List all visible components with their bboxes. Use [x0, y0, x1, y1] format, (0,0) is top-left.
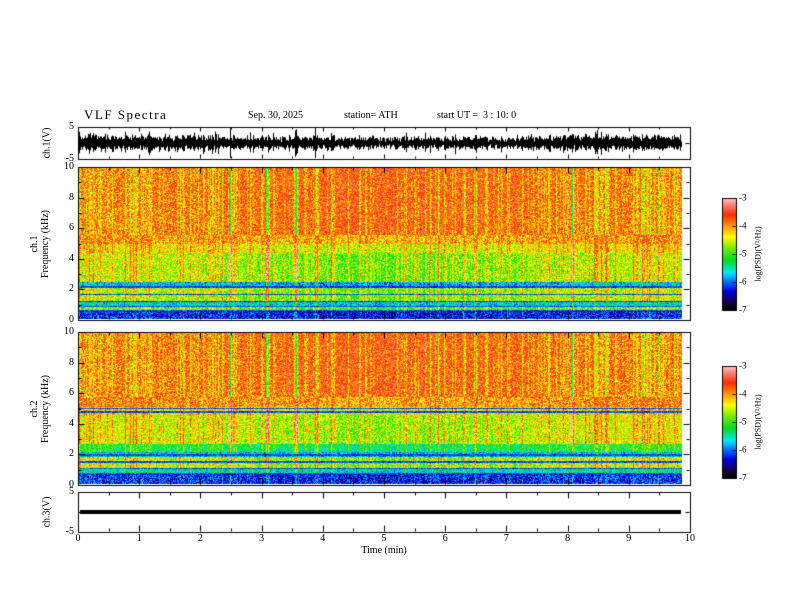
ch2-frequency-axis-label-line2: Frequency (kHz): [40, 374, 51, 444]
frequency-tick-label: 4: [69, 252, 74, 264]
colorbar1-psd-label: log(PSD)(V²/Hz): [753, 226, 763, 282]
figure-title: VLF Spectra: [84, 107, 168, 122]
voltage-tick-label: -5: [65, 153, 74, 164]
x-tick-label: 2: [197, 533, 203, 544]
ch2-frequency-axis-label: ch.2 Frequency (kHz): [29, 375, 51, 443]
x-tick-label: 10: [685, 533, 695, 544]
x-tick-label: 5: [381, 533, 387, 544]
start-ut-label: start UT = 3 : 10: 0: [437, 110, 517, 121]
ch2-frequency-axis-label-line1: ch.2: [29, 400, 40, 418]
x-tick-label: 1: [136, 533, 142, 544]
colorbar-tick-label: -5: [739, 416, 747, 427]
colorbar-tick-label: -3: [739, 192, 747, 203]
frequency-tick-label: 4: [69, 417, 74, 429]
frequency-tick-label: 8: [69, 191, 74, 203]
frequency-tick-label: 6: [69, 387, 74, 399]
voltage-tick-label: 5: [69, 121, 74, 132]
frequency-tick-label: 2: [69, 448, 74, 460]
colorbar-tick-label: -3: [739, 360, 747, 371]
ch1-frequency-axis-label: ch.1 Frequency (kHz): [29, 210, 51, 278]
colorbar-tick-label: -5: [739, 248, 747, 259]
x-tick-label: 8: [565, 533, 571, 544]
time-axis-label: Time (min): [361, 545, 407, 556]
colorbar-tick-label: -7: [739, 472, 747, 483]
x-tick-label: 7: [503, 533, 509, 544]
x-tick-label: 0: [75, 533, 81, 544]
frequency-tick-label: 6: [69, 222, 74, 234]
colorbar-tick-label: -7: [739, 304, 747, 315]
x-tick-label: 6: [442, 533, 448, 544]
frequency-tick-label: 0: [69, 479, 74, 490]
frequency-tick-label: 10: [64, 326, 74, 337]
colorbar-tick-label: -6: [739, 276, 747, 287]
ch1-frequency-axis-label-line2: Frequency (kHz): [40, 209, 51, 279]
colorbar-tick-label: -6: [739, 444, 747, 455]
frequency-tick-label: 10: [64, 161, 74, 172]
frequency-tick-label: 0: [69, 314, 74, 325]
x-tick-label: 3: [259, 533, 265, 544]
x-tick-label: 4: [320, 533, 326, 544]
ch3-voltage-axis-label: ch.3(V): [41, 496, 53, 528]
frequency-tick-label: 8: [69, 356, 74, 368]
colorbar2-psd-label: log(PSD)(V²/Hz): [753, 394, 763, 450]
date-label: Sep. 30, 2025: [248, 110, 303, 121]
colorbar-tick-label: -4: [739, 220, 747, 231]
voltage-tick-label: -5: [65, 526, 74, 537]
ch1-frequency-axis-label-line1: ch.1: [29, 235, 40, 253]
voltage-tick-label: 5: [69, 486, 74, 497]
ch1-voltage-axis-label: ch.1(V): [41, 127, 53, 159]
frequency-tick-label: 2: [69, 283, 74, 295]
station-label: station= ATH: [344, 110, 398, 121]
x-tick-label: 9: [626, 533, 632, 544]
colorbar-tick-label: -4: [739, 388, 747, 399]
